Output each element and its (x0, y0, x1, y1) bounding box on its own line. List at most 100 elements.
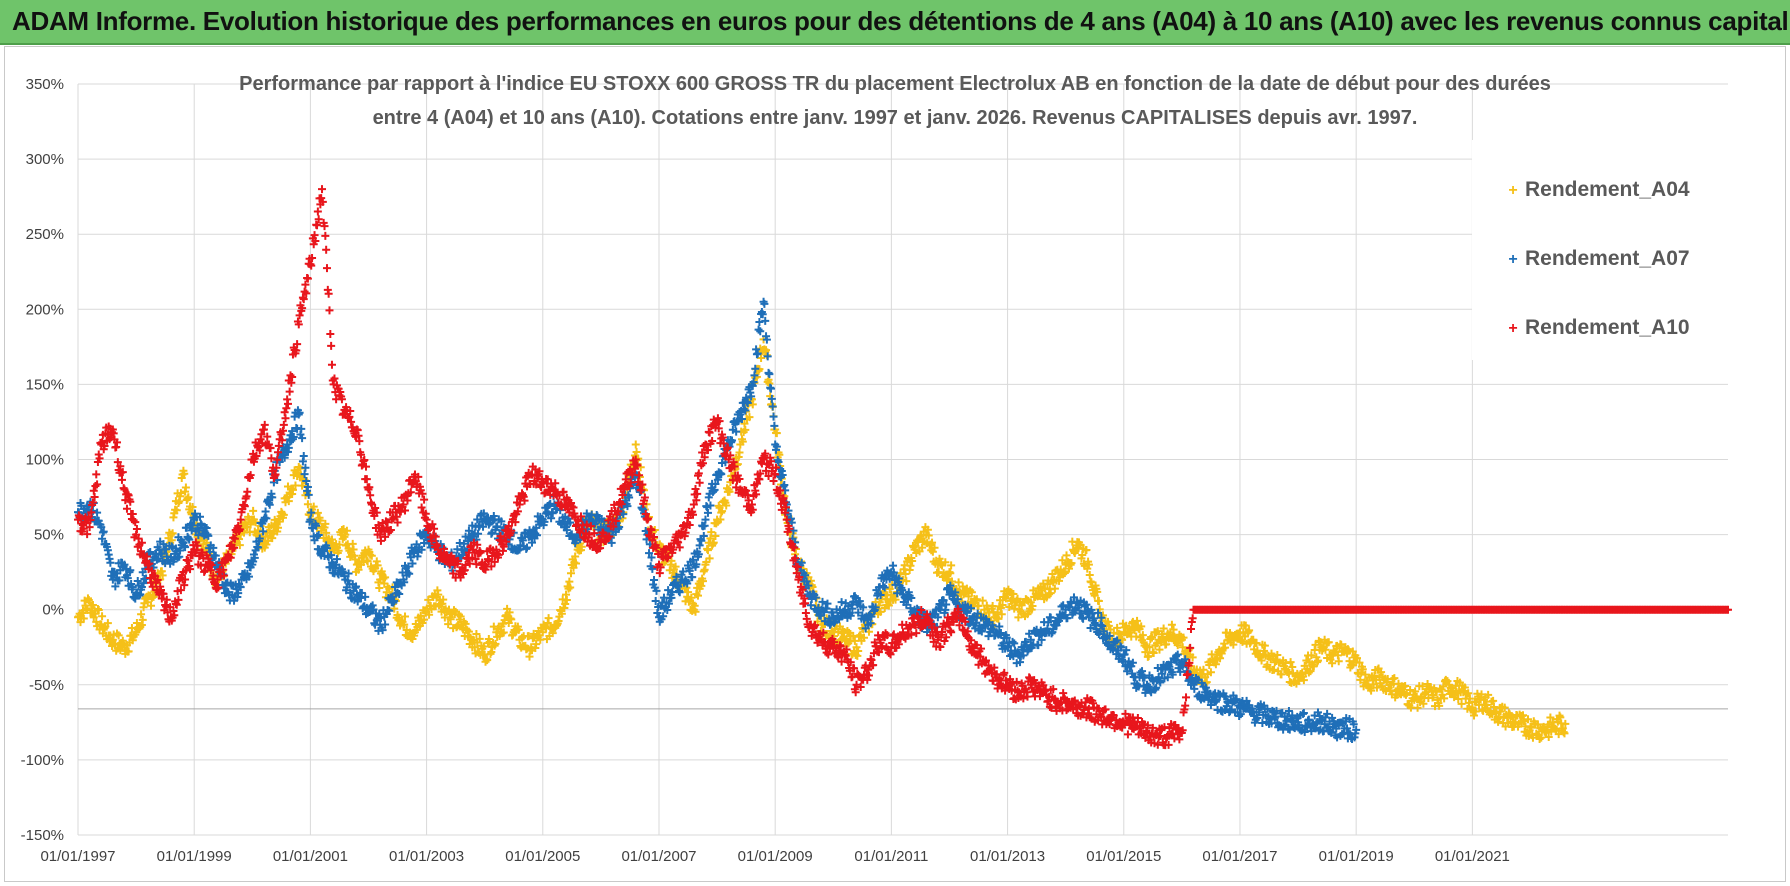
point-rendement-a04 (168, 529, 177, 538)
point-rendement-a10 (132, 525, 141, 534)
point-rendement-a04 (703, 546, 712, 555)
point-rendement-a04 (103, 619, 112, 628)
point-rendement-a04 (456, 612, 465, 621)
point-rendement-a07 (823, 599, 832, 608)
point-rendement-a10 (417, 503, 426, 512)
y-tick-label: 350% (26, 76, 64, 93)
point-rendement-a04 (88, 601, 97, 610)
point-rendement-a04 (180, 469, 189, 478)
point-rendement-a04 (400, 620, 409, 629)
point-rendement-a04 (321, 519, 330, 528)
y-tick-label: 250% (26, 226, 64, 243)
point-rendement-a04 (425, 610, 434, 619)
point-rendement-a04 (571, 559, 580, 568)
point-rendement-a10 (285, 387, 294, 396)
point-rendement-a10 (769, 477, 778, 486)
point-rendement-a04 (557, 609, 566, 618)
point-rendement-a04 (567, 569, 576, 578)
point-rendement-a04 (632, 447, 641, 456)
point-rendement-a04 (577, 542, 586, 551)
point-rendement-a10 (1188, 614, 1197, 623)
x-tick-label: 01/01/2001 (273, 848, 348, 865)
point-rendement-a04 (342, 526, 351, 535)
y-tick-label: 200% (26, 301, 64, 318)
x-tick-label: 01/01/2021 (1435, 848, 1510, 865)
y-tick-label: 100% (26, 452, 64, 469)
point-rendement-a10 (362, 475, 371, 484)
point-rendement-a04 (1094, 596, 1103, 605)
point-rendement-a10 (327, 360, 336, 369)
point-rendement-a04 (381, 573, 390, 582)
point-rendement-a10 (695, 478, 704, 487)
point-rendement-a04 (264, 536, 273, 545)
y-tick-label: -100% (21, 752, 64, 769)
point-rendement-a04 (267, 521, 276, 530)
banner-title: ADAM Informe. Evolution historique des p… (12, 6, 1790, 36)
point-rendement-a04 (544, 614, 553, 623)
x-tick-label: 01/01/2011 (854, 848, 928, 865)
point-rendement-a04 (978, 596, 987, 605)
point-rendement-a04 (499, 628, 508, 637)
point-rendement-a04 (483, 656, 492, 665)
y-tick-label: 0% (42, 602, 64, 619)
point-rendement-a04 (172, 506, 181, 515)
point-rendement-a04 (564, 584, 573, 593)
point-rendement-a07 (769, 412, 778, 421)
point-rendement-a04 (375, 583, 384, 592)
point-rendement-a04 (538, 628, 547, 637)
point-rendement-a04 (89, 613, 98, 622)
point-rendement-a10 (91, 481, 100, 490)
point-rendement-a04 (514, 625, 523, 634)
point-rendement-a04 (303, 500, 312, 509)
point-rendement-a07 (106, 558, 115, 567)
point-rendement-a04 (424, 595, 433, 604)
point-rendement-a04 (137, 610, 146, 619)
x-tick-label: 01/01/1997 (40, 848, 115, 865)
point-rendement-a04 (532, 640, 541, 649)
point-rendement-a10 (90, 493, 99, 502)
point-rendement-a07 (261, 507, 270, 516)
point-rendement-a04 (184, 493, 193, 502)
point-rendement-a04 (284, 497, 293, 506)
point-rendement-a10 (318, 185, 327, 194)
x-tick-label: 01/01/2003 (389, 848, 464, 865)
point-rendement-a04 (341, 530, 350, 539)
axis-layer: 350%300%250%200%150%100%50%0%-50%-100%-1… (21, 76, 1510, 865)
point-rendement-a10 (705, 428, 714, 437)
point-rendement-a10 (912, 629, 921, 638)
point-rendement-a10 (1182, 693, 1191, 702)
point-rendement-a10 (322, 264, 331, 273)
point-rendement-a04 (94, 606, 103, 615)
point-rendement-a04 (98, 612, 107, 621)
point-rendement-a04 (235, 541, 244, 550)
point-rendement-a10 (936, 642, 945, 651)
point-rendement-a04 (420, 615, 429, 624)
point-rendement-a10 (1123, 730, 1132, 739)
point-rendement-a10 (92, 470, 101, 479)
point-rendement-a04 (351, 555, 360, 564)
point-rendement-a04 (439, 595, 448, 604)
point-rendement-a07 (765, 370, 774, 379)
point-rendement-a04 (475, 634, 484, 643)
point-rendement-a04 (188, 503, 197, 512)
point-rendement-a04 (138, 615, 147, 624)
y-tick-label: -150% (21, 827, 64, 844)
point-rendement-a04 (176, 489, 185, 498)
grid-layer (77, 83, 1728, 836)
point-rendement-a04 (631, 440, 640, 449)
point-rendement-a04 (79, 614, 88, 623)
y-tick-label: 300% (26, 151, 64, 168)
point-rendement-a04 (262, 540, 271, 549)
point-rendement-a10 (282, 404, 291, 413)
point-rendement-a04 (566, 583, 575, 592)
title-banner: ADAM Informe. Evolution historique des p… (0, 0, 1790, 45)
y-tick-label: 150% (26, 376, 64, 393)
x-tick-label: 01/01/2019 (1319, 848, 1394, 865)
point-rendement-a04 (464, 627, 473, 636)
point-rendement-a04 (309, 502, 318, 511)
point-rendement-a10 (327, 341, 336, 350)
x-tick-label: 01/01/2005 (505, 848, 580, 865)
point-rendement-a10 (691, 484, 700, 493)
point-rendement-a07 (837, 598, 846, 607)
